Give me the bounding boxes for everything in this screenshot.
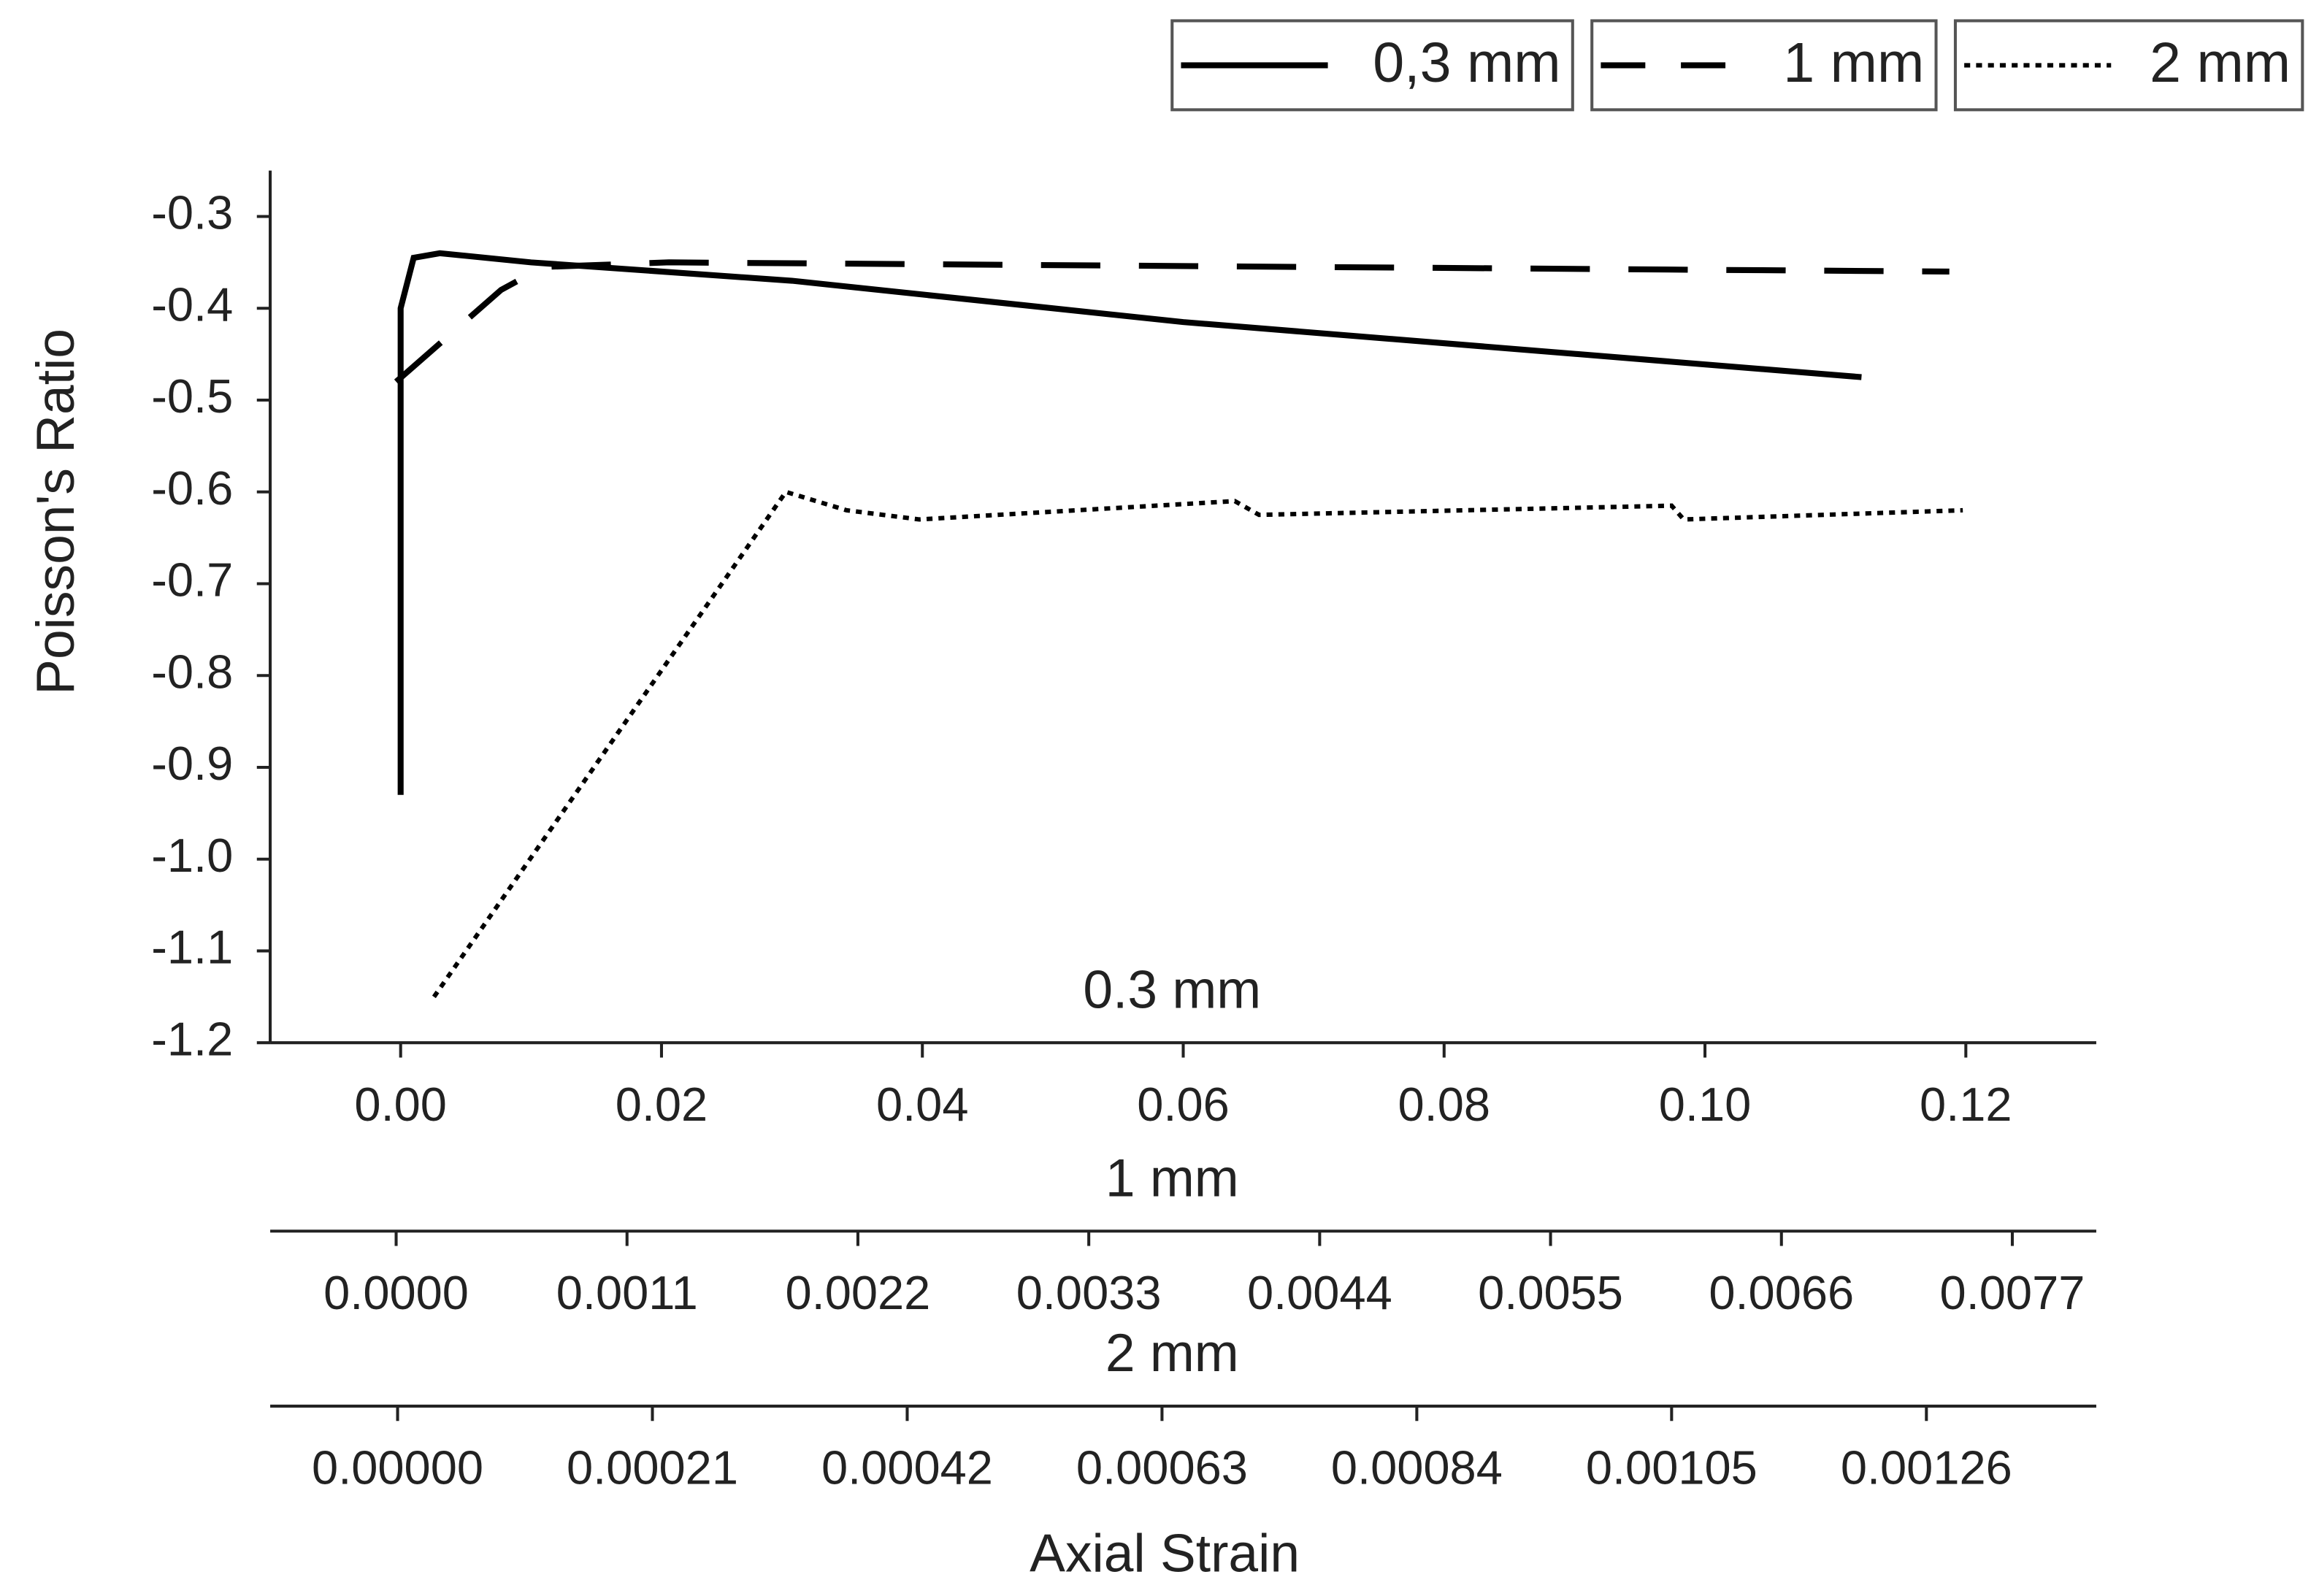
x-tick-label: 0.04 — [876, 1078, 969, 1131]
legend-label: 0,3 mm — [1373, 31, 1560, 94]
x-tick-label: 0.00084 — [1331, 1441, 1503, 1495]
x-tick-label: 0.00126 — [1841, 1441, 2012, 1495]
x-tick-label: 0.00042 — [821, 1441, 993, 1495]
x-axis-title: 2 mm — [1105, 1324, 1239, 1383]
y-tick-label: -0.4 — [151, 277, 233, 331]
legend-box — [1590, 19, 1938, 112]
y-tick-label: -0.5 — [151, 369, 233, 423]
x-tick-label: 0.00063 — [1076, 1441, 1248, 1495]
series-line — [432, 489, 1963, 999]
legend-label: 2 mm — [2150, 31, 2291, 94]
y-axis-label: Poisson's Ratio — [26, 329, 85, 695]
series-line — [397, 250, 1862, 795]
x-tick-label: 0.06 — [1137, 1078, 1230, 1131]
x-tick-label: 0.00 — [354, 1078, 447, 1131]
x-tick-label: 0.0022 — [786, 1266, 931, 1319]
legend-label: 1 mm — [1783, 31, 1924, 94]
y-tick-label: -0.8 — [151, 645, 233, 698]
x-tick-label: 0.0044 — [1247, 1266, 1392, 1319]
x-tick-label: 0.0055 — [1478, 1266, 1623, 1319]
x-axis-title: 1 mm — [1105, 1148, 1239, 1208]
x-tick-label: 0.0077 — [1940, 1266, 2085, 1319]
x-tick-label: 0.00000 — [312, 1441, 483, 1495]
x-tick-label: 0.12 — [1920, 1078, 2012, 1131]
x-tick-label: 0.0066 — [1709, 1266, 1854, 1319]
y-tick-label: -0.7 — [151, 553, 233, 607]
y-tick-label: -1.0 — [151, 829, 233, 882]
x-tick-label: 0.08 — [1398, 1078, 1491, 1131]
y-tick-label: -1.1 — [151, 921, 233, 974]
y-tick-label: -0.6 — [151, 461, 233, 515]
y-tick-label: -0.9 — [151, 737, 233, 790]
x-tick-label: 0.00021 — [567, 1441, 738, 1495]
x-tick-label: 0.02 — [616, 1078, 708, 1131]
x-axis-title: 0.3 mm — [1083, 960, 1261, 1019]
y-tick-label: -0.3 — [151, 186, 233, 239]
y-tick-label: -1.2 — [151, 1012, 233, 1065]
series-line — [394, 259, 1950, 384]
x-tick-label: 0.0033 — [1016, 1266, 1162, 1319]
x-tick-label: 0.10 — [1659, 1078, 1752, 1131]
x-tick-label: 0.0000 — [323, 1266, 469, 1319]
x-tick-label: 0.00105 — [1586, 1441, 1758, 1495]
x-axis-label: Axial Strain — [1030, 1524, 1300, 1583]
x-tick-label: 0.0011 — [556, 1266, 698, 1319]
